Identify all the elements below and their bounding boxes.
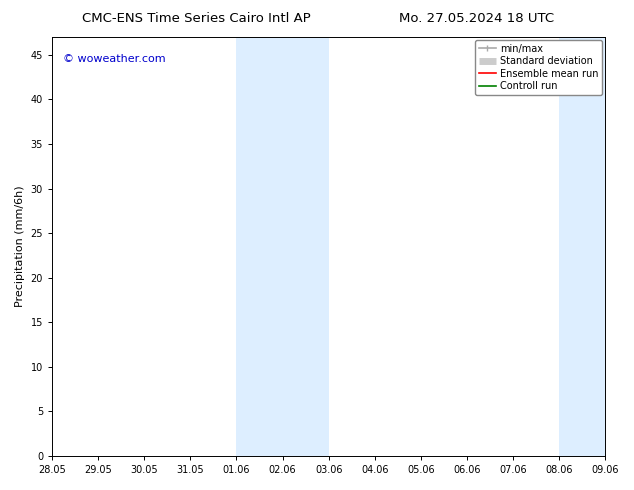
- Text: CMC-ENS Time Series Cairo Intl AP: CMC-ENS Time Series Cairo Intl AP: [82, 12, 311, 25]
- Bar: [559, 37, 605, 456]
- Legend: min/max, Standard deviation, Ensemble mean run, Controll run: min/max, Standard deviation, Ensemble me…: [475, 40, 602, 95]
- Text: © woweather.com: © woweather.com: [63, 54, 165, 64]
- Text: Mo. 27.05.2024 18 UTC: Mo. 27.05.2024 18 UTC: [399, 12, 555, 25]
- Bar: [236, 37, 328, 456]
- Y-axis label: Precipitation (mm/6h): Precipitation (mm/6h): [15, 186, 25, 307]
